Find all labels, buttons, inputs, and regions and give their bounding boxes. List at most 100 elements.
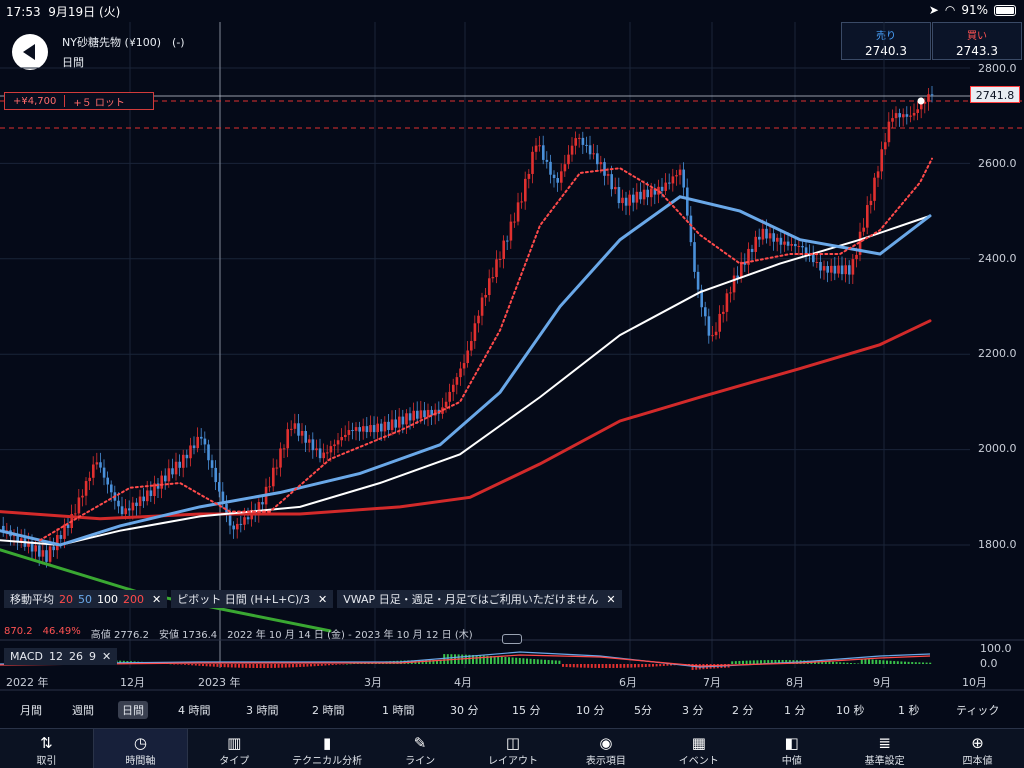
trade-button[interactable]: ⇅ 取引 [0,729,94,768]
close-icon[interactable]: ✕ [152,592,162,606]
candle-body [552,174,556,179]
ma-legend-chip[interactable]: 移動平均 20 50 100 200 ✕ [4,590,168,608]
mid-price-button[interactable]: ◧ 中値 [745,729,838,768]
timeframe-option[interactable]: 10 分 [576,704,605,717]
position-indicator[interactable]: +¥4,700 +５ ロット [4,92,154,110]
timeframe-option[interactable]: 5分 [634,704,652,717]
pivot-legend-chip[interactable]: ピボット 日間 (H+L+C)/3 ✕ [171,590,334,608]
pane-resize-handle[interactable] [502,634,522,644]
timeframe-option[interactable]: 1 分 [784,704,806,717]
location-icon: ➤ [928,3,939,17]
macd-histogram-bar [857,663,860,665]
candle-body [891,118,894,122]
candle-body [844,265,847,275]
layout-button[interactable]: ◫ レイアウト [467,729,560,768]
display-items-button[interactable]: ◉ 表示項目 [559,729,652,768]
timeframe-button[interactable]: ◷ 時間軸 [93,729,188,768]
candle-body [513,221,516,223]
candle-body [639,191,642,200]
macd-histogram-bar [904,661,906,664]
range-info: 870.2 46.49% 高値 2776.2 安値 1736.4 2022 年 … [4,626,473,641]
macd-histogram-bar [662,664,665,666]
timeframe-option[interactable]: ティック [956,704,1000,717]
candle-body [444,401,448,408]
candle-body [239,523,243,525]
candle-body [192,445,196,449]
candle-body [768,233,772,239]
timeframe-option[interactable]: 2 時間 [312,704,345,717]
candle-body [862,227,865,232]
timeframe-option[interactable]: 3 時間 [246,704,279,717]
macd-histogram-bar [590,664,593,668]
candle-body [52,546,55,551]
events-button[interactable]: ▦ イベント [652,729,745,768]
candle-body [491,277,495,279]
candle-body [743,261,747,265]
candle-body [610,174,613,190]
candle-body [45,550,48,562]
macd-histogram-bar [223,664,226,668]
timeframe-option[interactable]: 月間 [20,704,42,717]
candle-body [635,191,639,203]
macd-histogram-bar [785,660,788,664]
timeframe-option[interactable]: 2 分 [732,704,754,717]
candle-body [509,221,513,241]
timeframe-option[interactable]: 30 分 [450,704,479,717]
close-icon[interactable]: ✕ [101,650,112,663]
timeframe-option[interactable]: 1 秒 [898,704,920,717]
macd-histogram-bar [220,664,222,668]
macd-histogram-bar [572,664,575,668]
candle-body [185,454,189,459]
macd-histogram-bar [490,656,492,664]
macd-histogram-bar [547,660,550,664]
candle-body [315,448,318,451]
candle-body [894,113,898,119]
candle-body [308,439,311,443]
technical-analysis-button[interactable]: ▮ テクニカル分析 [281,729,374,768]
ohlc-button[interactable]: ⊕ 四本値 [931,729,1024,768]
reference-settings-button[interactable]: ≣ 基準設定 [838,729,931,768]
macd-legend-chip[interactable]: MACD 12 26 9 ✕ [4,648,118,665]
candle-body [502,240,505,259]
candle-body [16,534,19,542]
swap-arrows-icon: ⇅ [40,734,53,752]
macd-histogram-bar [659,664,662,667]
macd-histogram-bar [922,662,924,664]
close-icon[interactable]: ✕ [318,592,328,606]
candle-body [279,448,282,468]
timeframe-option[interactable]: 15 分 [512,704,541,717]
close-icon[interactable]: ✕ [606,592,616,606]
candle-body [556,178,559,183]
sell-quote-button[interactable]: 売り 2740.3 [841,22,931,60]
macd-histogram-bar [187,664,190,666]
back-button[interactable] [12,34,48,70]
candle-body [462,363,466,369]
macd-histogram-bar [446,654,449,664]
macd-histogram-bar [907,661,910,664]
macd-histogram-bar [248,664,251,668]
timeframe-option[interactable]: 4 時間 [178,704,211,717]
timeframe-option[interactable]: 週間 [72,704,94,717]
candle-body [617,187,621,204]
buy-quote-button[interactable]: 買い 2743.3 [932,22,1022,60]
vwap-legend-chip[interactable]: VWAP 日足・週足・月足ではご利用いただけません ✕ [337,590,622,608]
sell-label: 売り [876,31,896,42]
candle-body [761,228,765,240]
timeframe-option[interactable]: 1 時間 [382,704,415,717]
macd-histogram-bar [749,660,752,664]
line-tool-button[interactable]: ✎ ライン [374,729,467,768]
candle-body [790,244,793,246]
candle-body [318,448,322,459]
timeframe-option[interactable]: 3 分 [682,704,704,717]
timeframe-option-active[interactable]: 日間 [118,701,148,719]
last-price-marker [917,97,925,105]
candle-body [365,426,369,433]
status-time-date: 17:53 9月19日 (火) [6,5,121,19]
timeframe-option[interactable]: 10 秒 [836,704,865,717]
chart-type-button[interactable]: ▥ タイプ [188,729,281,768]
battery-icon [994,4,1016,16]
candle-body [326,452,329,454]
date-tick: 8月 [786,676,804,689]
macd-histogram-bar [169,663,172,665]
